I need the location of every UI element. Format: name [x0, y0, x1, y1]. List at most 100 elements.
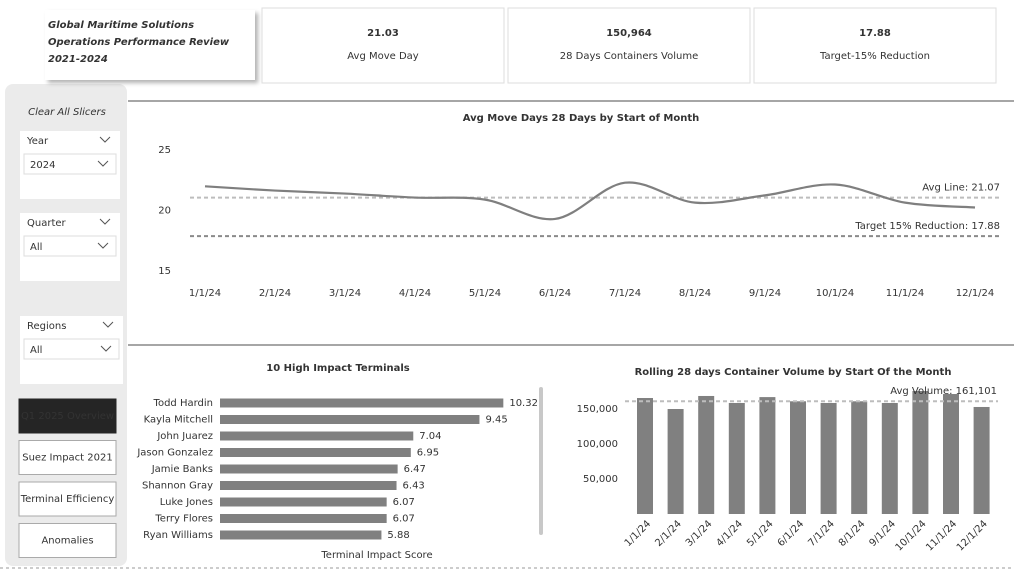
- y-tick-label: Ryan Williams: [143, 530, 213, 541]
- nav-button-label[interactable]: Suez Impact 2021: [22, 453, 112, 464]
- bar: [220, 514, 387, 523]
- x-tick-label: 6/1/24: [539, 288, 571, 299]
- header-card: [45, 10, 255, 80]
- y-tick-label: John Juarez: [156, 431, 213, 442]
- bar: [220, 497, 387, 507]
- nav-button-label[interactable]: Anomalies: [41, 536, 93, 547]
- kpi-value: 17.88: [859, 28, 891, 39]
- data-label: 6.47: [404, 464, 426, 475]
- x-tick-label: 2/1/24: [259, 288, 291, 299]
- x-tick-label: 1/1/24: [623, 518, 654, 549]
- data-label: 6.43: [403, 481, 425, 492]
- bar: [220, 464, 398, 474]
- y-tick-label: Luke Jones: [160, 497, 213, 508]
- reference-label: Avg Volume: 161,101: [890, 386, 997, 397]
- y-tick-label: 15: [158, 266, 171, 277]
- x-tick-label: 2/1/24: [653, 518, 684, 549]
- nav-button-label[interactable]: Q1 2025 Overview: [21, 411, 114, 422]
- x-tick-label: 7/1/24: [609, 288, 641, 299]
- x-tick-label: 8/1/24: [679, 288, 711, 299]
- nav-button[interactable]: [18, 398, 117, 434]
- bar: [698, 395, 715, 514]
- y-tick-label: Todd Hardin: [153, 398, 213, 409]
- slicer-dropdown[interactable]: [23, 153, 117, 175]
- chevron: [97, 160, 109, 167]
- bar: [881, 402, 898, 514]
- bar: [667, 409, 684, 514]
- bar: [820, 402, 837, 514]
- chevron: [99, 136, 111, 143]
- header-title: 2021-2024: [48, 54, 108, 65]
- y-tick-label: Kayla Mitchell: [144, 415, 213, 426]
- y-tick-label: 20: [158, 206, 171, 217]
- data-label: 7.04: [419, 431, 441, 442]
- y-tick-label: Jason Gonzalez: [136, 448, 213, 459]
- x-tick-label: 5/1/24: [469, 288, 501, 299]
- x-tick-label: 7/1/24: [806, 518, 837, 549]
- bar: [220, 530, 382, 540]
- x-tick-label: 10/1/24: [816, 288, 855, 299]
- y-tick-label: Shannon Gray: [142, 481, 213, 492]
- nav-button[interactable]: [18, 440, 117, 475]
- chart-title: Rolling 28 days Container Volume by Star…: [635, 367, 952, 378]
- slicer-label: Quarter: [27, 218, 67, 229]
- kpi-card: [753, 7, 997, 84]
- bar: [220, 431, 414, 441]
- slicer-label: Year: [26, 136, 49, 147]
- chevron: [102, 321, 114, 328]
- y-tick-label: Terry Flores: [154, 514, 213, 525]
- slicer-dropdown[interactable]: [23, 338, 120, 360]
- bar: [759, 397, 776, 514]
- kpi-label: Target-15% Reduction: [819, 51, 930, 62]
- bar: [973, 406, 990, 514]
- bar: [790, 401, 806, 514]
- x-tick-label: 3/1/24: [329, 288, 361, 299]
- bar: [220, 481, 397, 490]
- kpi-card: [507, 7, 751, 84]
- bar: [637, 398, 653, 514]
- bar: [728, 402, 745, 514]
- bar: [220, 448, 411, 457]
- data-label: 6.95: [417, 448, 439, 459]
- nav-button-label[interactable]: Terminal Efficiency: [20, 494, 115, 505]
- x-tick-label: 8/1/24: [837, 518, 868, 549]
- slicer-dropdown[interactable]: [23, 235, 117, 257]
- y-tick-label: 100,000: [577, 439, 618, 450]
- x-tick-label: 9/1/24: [749, 288, 781, 299]
- data-label: 6.07: [393, 514, 415, 525]
- data-label: 5.88: [387, 530, 409, 541]
- line-series: [204, 181, 976, 221]
- clear-slicers[interactable]: Clear All Slicers: [28, 107, 106, 118]
- slicer-value: All: [30, 242, 42, 253]
- y-tick-label: 50,000: [583, 474, 618, 485]
- kpi-label: 28 Days Containers Volume: [560, 51, 699, 62]
- data-label: 6.07: [393, 497, 415, 508]
- scrollbar[interactable]: [539, 387, 543, 535]
- chevron: [100, 345, 112, 352]
- header-title: Operations Performance Review: [48, 37, 230, 48]
- x-tick-label: 12/1/24: [956, 288, 995, 299]
- chevron: [97, 242, 109, 249]
- bar: [851, 401, 868, 514]
- bar: [220, 415, 480, 424]
- slicer-value: All: [30, 345, 42, 356]
- x-tick-label: 9/1/24: [868, 518, 899, 549]
- y-tick-label: 150,000: [577, 404, 618, 415]
- x-tick-label: 12/1/24: [955, 518, 990, 553]
- nav-button[interactable]: [18, 523, 117, 558]
- x-tick-label: 5/1/24: [745, 518, 776, 549]
- header-title: Global Maritime Solutions: [48, 20, 194, 31]
- x-tick-label: 4/1/24: [399, 288, 431, 299]
- chevron: [99, 218, 111, 225]
- x-tick-label: 3/1/24: [684, 518, 715, 549]
- bar: [943, 394, 959, 514]
- data-label: 10.32: [509, 398, 538, 409]
- bar: [912, 391, 929, 514]
- y-tick-label: 25: [158, 145, 171, 156]
- nav-button[interactable]: [18, 481, 117, 517]
- slicer-value: 2024: [30, 160, 55, 171]
- x-tick-label: 4/1/24: [715, 518, 746, 549]
- x-tick-label: 10/1/24: [894, 518, 929, 553]
